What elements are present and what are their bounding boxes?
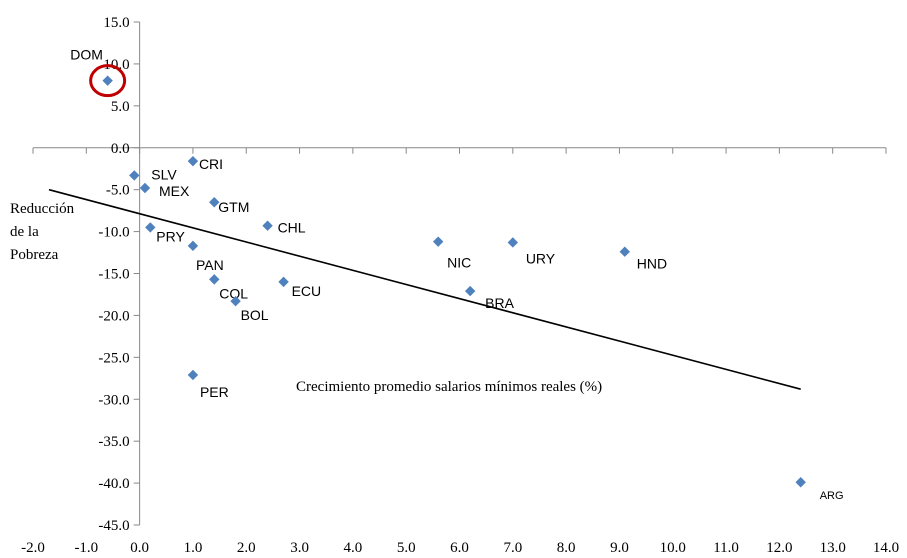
point-label-mex: MEX	[159, 183, 190, 199]
y-tick-label: 0.0	[111, 141, 130, 157]
point-label-ecu: ECU	[292, 283, 322, 299]
x-tick-label: 12.0	[766, 540, 792, 556]
y-tick-label: -30.0	[98, 392, 129, 408]
point-label-cri: CRI	[199, 156, 223, 172]
trendline-group	[48, 188, 801, 390]
x-tick-label: 8.0	[557, 540, 576, 556]
y-tick-label: -40.0	[98, 476, 129, 492]
point-pry	[145, 222, 156, 233]
y-tick-label: -45.0	[98, 518, 129, 534]
point-chl	[262, 220, 273, 231]
x-axis-label: Crecimiento promedio salarios mínimos re…	[296, 379, 602, 395]
point-gtm	[209, 197, 220, 208]
point-label-pan: PAN	[196, 257, 224, 273]
point-dom	[102, 75, 113, 86]
point-label-dom: DOM	[70, 47, 103, 63]
point-label-slv: SLV	[151, 166, 177, 182]
point-ury	[507, 237, 519, 248]
x-tick-label: 10.0	[660, 540, 686, 556]
point-mex	[139, 182, 151, 194]
x-tick-label: 4.0	[344, 540, 363, 556]
x-tick-label: 13.0	[820, 540, 846, 556]
y-axis-label-line-1: Reducción	[10, 201, 75, 217]
point-bra	[464, 285, 476, 297]
y-tick-label: 10.0	[103, 57, 129, 73]
y-axis-label-line-2: de la	[10, 224, 39, 240]
point-ecu	[278, 276, 289, 288]
point-nic	[432, 236, 444, 247]
x-tick-label: 6.0	[450, 540, 469, 556]
point-slv	[129, 170, 140, 181]
point-label-bra: BRA	[485, 295, 514, 311]
data-points: DOM SLV CRI MEX GTM CHL PRY PAN NIC URY HND COL ECU B…	[70, 47, 843, 503]
point-hnd	[619, 246, 630, 257]
trendline	[48, 188, 801, 390]
x-tick-label: 1.0	[184, 540, 203, 556]
point-label-pry: PRY	[156, 228, 185, 244]
point-label-hnd: HND	[637, 256, 667, 272]
x-tick-label: 7.0	[503, 540, 522, 556]
y-tick-label: -10.0	[98, 225, 129, 241]
axis-labels: Crecimiento promedio salarios mínimos re…	[10, 201, 602, 395]
point-col	[209, 274, 220, 285]
point-label-bol: BOL	[241, 307, 269, 323]
point-label-arg: ARG	[820, 490, 844, 502]
highlight-circle	[89, 64, 127, 98]
point-pan	[187, 240, 199, 252]
y-tick-label: -5.0	[106, 183, 130, 199]
y-tick-label: -15.0	[98, 267, 129, 283]
point-label-nic: NIC	[447, 255, 471, 271]
y-tick-label: -35.0	[98, 434, 129, 450]
x-tick-label: 11.0	[713, 540, 739, 556]
x-tick-label: -1.0	[74, 540, 98, 556]
point-label-chl: CHL	[278, 220, 306, 236]
x-tick-label: 5.0	[397, 540, 416, 556]
x-tick-label: 3.0	[290, 540, 309, 556]
point-cri	[187, 155, 199, 167]
x-tick-label: -2.0	[21, 540, 45, 556]
y-axis-label-line-3: Pobreza	[10, 247, 59, 263]
axes: -2.0 -1.0 0.0 1.0 2.0 3.0 4.0 5.0 6.0 7.0 8.0 9.0 10…	[21, 15, 899, 556]
y-tick-label: 15.0	[103, 15, 129, 31]
point-label-per: PER	[200, 384, 229, 400]
point-label-ury: URY	[526, 250, 556, 266]
x-tick-label: 9.0	[610, 540, 629, 556]
x-tick-label: 2.0	[237, 540, 256, 556]
x-tick-label: 14.0	[873, 540, 899, 556]
point-per	[187, 369, 199, 381]
y-tick-label: 5.0	[111, 99, 130, 115]
point-arg	[795, 477, 806, 488]
point-bol	[230, 295, 241, 307]
x-tick-label: 0.0	[130, 540, 149, 556]
y-tick-label: -20.0	[98, 308, 129, 324]
point-label-gtm: GTM	[218, 199, 249, 215]
y-tick-label: -25.0	[98, 350, 129, 366]
point-label-col: COL	[219, 285, 248, 301]
